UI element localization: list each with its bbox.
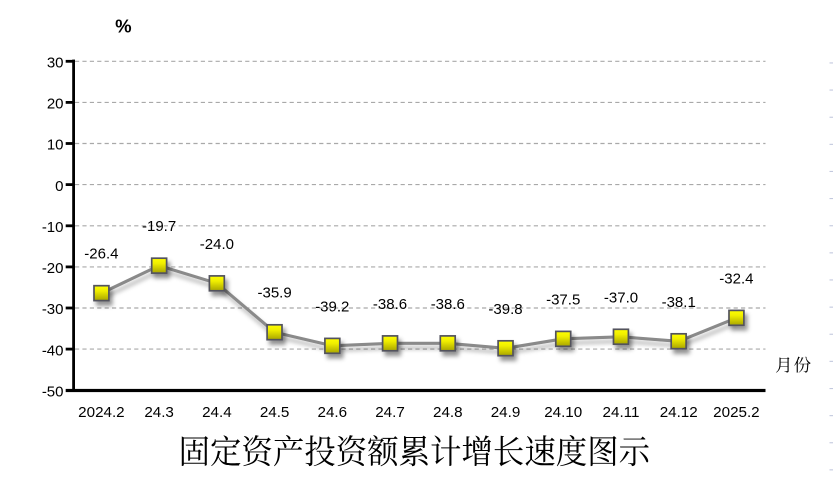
svg-text:-40: -40 xyxy=(42,342,64,359)
svg-text:-19.7: -19.7 xyxy=(142,218,176,235)
svg-text:-35.9: -35.9 xyxy=(257,285,291,302)
svg-text:0: 0 xyxy=(55,178,63,195)
svg-text:20: 20 xyxy=(47,96,64,113)
svg-text:24.7: 24.7 xyxy=(375,404,405,421)
svg-text:10: 10 xyxy=(47,137,64,154)
svg-text:-37.5: -37.5 xyxy=(546,291,580,308)
svg-text:24.3: 24.3 xyxy=(144,404,174,421)
svg-text:-39.8: -39.8 xyxy=(488,301,522,318)
svg-text:24.12: 24.12 xyxy=(660,404,698,421)
svg-text:24.11: 24.11 xyxy=(603,404,640,421)
svg-text:24.5: 24.5 xyxy=(260,404,290,421)
svg-text:30: 30 xyxy=(47,55,64,72)
svg-text:-38.1: -38.1 xyxy=(662,294,696,311)
svg-text:24.4: 24.4 xyxy=(202,404,232,421)
svg-text:-20: -20 xyxy=(42,260,64,277)
svg-text:-38.6: -38.6 xyxy=(373,296,407,313)
svg-text:24.9: 24.9 xyxy=(491,404,521,421)
svg-text:24.6: 24.6 xyxy=(318,404,348,421)
svg-text:-24.0: -24.0 xyxy=(200,236,234,253)
svg-text:2025.2: 2025.2 xyxy=(713,404,759,421)
svg-text:-26.4: -26.4 xyxy=(84,246,118,263)
svg-text:-37.0: -37.0 xyxy=(604,289,638,306)
svg-text:-39.2: -39.2 xyxy=(315,298,349,315)
svg-text:%: % xyxy=(115,15,131,36)
svg-text:-10: -10 xyxy=(42,219,64,236)
svg-text:-32.4: -32.4 xyxy=(719,270,753,287)
svg-text:-30: -30 xyxy=(42,301,64,318)
svg-text:-38.6: -38.6 xyxy=(431,296,465,313)
svg-text:-50: -50 xyxy=(42,383,64,400)
svg-text:24.10: 24.10 xyxy=(544,404,582,421)
svg-text:2024.2: 2024.2 xyxy=(78,404,124,421)
svg-text:24.8: 24.8 xyxy=(433,404,463,421)
